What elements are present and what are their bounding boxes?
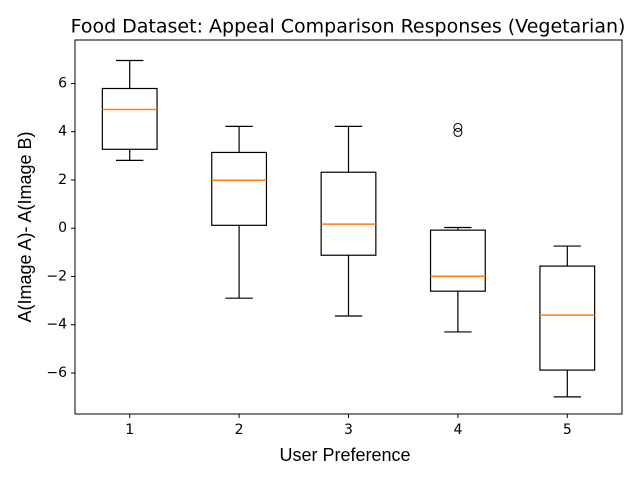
x-tick-label: 4 xyxy=(453,422,462,438)
y-tick-label: −2 xyxy=(46,268,67,284)
x-tick-label: 5 xyxy=(563,422,572,438)
y-tick-label: 4 xyxy=(58,124,67,140)
x-tick-label: 1 xyxy=(125,422,134,438)
y-tick-label: 2 xyxy=(58,172,67,188)
box xyxy=(539,265,596,371)
outlier xyxy=(453,122,463,132)
y-tick-label: −6 xyxy=(46,365,67,381)
y-axis-label: A(Image A)- A(Image B) xyxy=(15,131,35,322)
box xyxy=(211,151,268,226)
outlier xyxy=(453,127,463,137)
y-tick-label: 6 xyxy=(58,75,67,91)
y-tick-label: 0 xyxy=(58,220,67,236)
x-axis-label: User Preference xyxy=(279,445,410,465)
y-tick-label: −4 xyxy=(46,317,67,333)
x-tick-label: 2 xyxy=(235,422,244,438)
box xyxy=(320,171,377,256)
chart-title: Food Dataset: Appeal Comparison Response… xyxy=(71,16,626,38)
x-tick-label: 3 xyxy=(344,422,353,438)
box xyxy=(101,87,158,150)
box xyxy=(429,229,486,292)
